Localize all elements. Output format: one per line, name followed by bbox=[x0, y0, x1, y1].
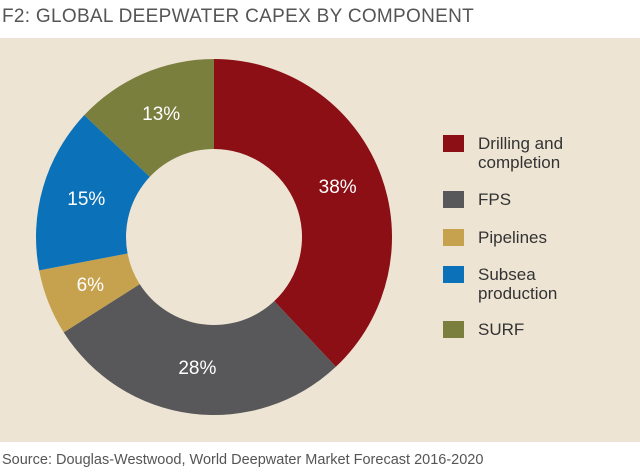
donut-slice bbox=[214, 59, 393, 367]
legend-swatch bbox=[443, 191, 464, 208]
legend-label: Pipelines bbox=[478, 228, 547, 247]
value-label: 38% bbox=[319, 177, 357, 198]
donut-slice bbox=[63, 284, 336, 416]
legend-label: FPS bbox=[478, 190, 512, 209]
value-label: 13% bbox=[142, 104, 180, 125]
donut-slice bbox=[39, 253, 140, 333]
legend-item: Drilling and completion bbox=[443, 134, 608, 172]
legend-item: FPS bbox=[443, 190, 608, 209]
source-note: Source: Douglas-Westwood, World Deepwate… bbox=[2, 452, 484, 468]
legend-swatch bbox=[443, 135, 464, 152]
legend-item: Subsea production bbox=[443, 265, 608, 303]
legend-item: Pipelines bbox=[443, 228, 608, 247]
legend-swatch bbox=[443, 321, 464, 338]
legend-swatch bbox=[443, 229, 464, 246]
value-label: 15% bbox=[67, 189, 105, 210]
legend-label: SURF bbox=[478, 320, 525, 339]
donut-slice bbox=[84, 59, 214, 177]
value-label: 28% bbox=[178, 358, 216, 379]
legend-swatch bbox=[443, 266, 464, 283]
value-label: 6% bbox=[77, 275, 105, 296]
donut-slice bbox=[35, 115, 150, 271]
legend-label: Drilling and completion bbox=[478, 134, 564, 172]
legend-item: SURF bbox=[443, 320, 608, 339]
chart-title: F2: GLOBAL DEEPWATER CAPEX BY COMPONENT bbox=[2, 6, 475, 27]
legend-label: Subsea production bbox=[478, 265, 558, 303]
